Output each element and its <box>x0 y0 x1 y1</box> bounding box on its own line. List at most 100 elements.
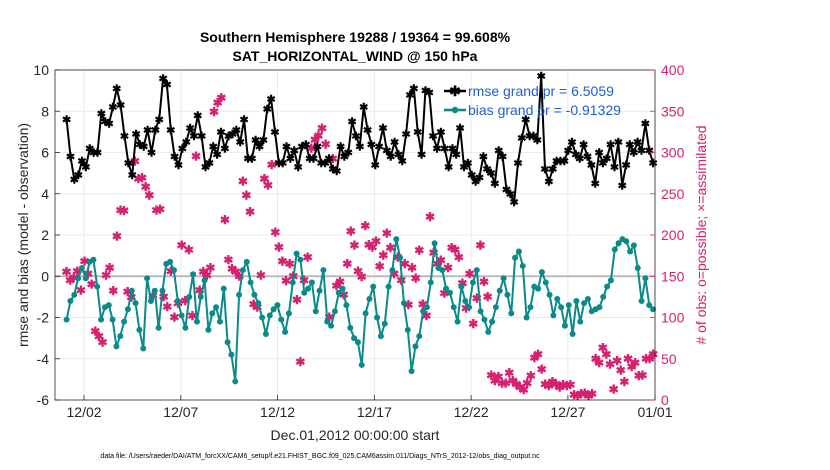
rmse-point: ✱ <box>382 145 391 157</box>
obs-assimilated-point: ✱ <box>619 375 629 389</box>
obs-assimilated-point: ✱ <box>299 273 309 287</box>
rmse-point: ✱ <box>567 137 576 149</box>
rmse-point: ✱ <box>637 145 646 157</box>
rmse-point: ✱ <box>405 90 414 102</box>
rmse-point: ✱ <box>178 143 187 155</box>
rmse-point: ✱ <box>174 160 183 172</box>
obs-assimilated-point: ✱ <box>90 325 100 339</box>
bias-point <box>239 267 246 274</box>
bias-point <box>646 302 653 309</box>
bias-point <box>197 293 204 300</box>
rmse-point: ✱ <box>571 150 580 162</box>
bias-point <box>128 287 135 294</box>
obs-assimilated-point: ✱ <box>490 374 500 388</box>
rmse-point: ✱ <box>614 137 623 149</box>
obs-assimilated-point: ✱ <box>400 257 410 271</box>
rmse-point: ✱ <box>371 160 380 172</box>
rmse-point: ✱ <box>579 139 588 151</box>
bias-point <box>584 295 591 302</box>
rmse-point: ✱ <box>309 154 318 166</box>
obs-assimilated-point: ✱ <box>472 292 482 306</box>
rmse-point: ✱ <box>301 139 310 151</box>
obs-assimilated-point: ✱ <box>198 265 208 279</box>
obs-assimilated-point: ✱ <box>605 358 615 372</box>
obs-assimilated-point: ✱ <box>360 219 370 233</box>
obs-assimilated-point: ✱ <box>587 387 597 401</box>
bias-point <box>347 324 354 331</box>
rmse-point: ✱ <box>332 166 341 178</box>
bias-point <box>167 258 174 265</box>
rmse-point: ✱ <box>633 137 642 149</box>
rmse-point: ✱ <box>525 131 534 143</box>
bias-point <box>105 302 112 309</box>
rmse-point: ✱ <box>170 152 179 164</box>
legend-bias-marker <box>451 106 459 114</box>
bias-point <box>351 335 358 342</box>
rmse-point: ✱ <box>112 84 121 96</box>
obs-assimilated-point: ✱ <box>234 269 244 283</box>
obs-assimilated-point: ✱ <box>155 202 165 216</box>
obs-assimilated-point: ✱ <box>245 205 255 219</box>
bias-point <box>604 283 611 290</box>
rmse-point: ✱ <box>182 137 191 149</box>
obs-assimilated-point: ✱ <box>637 368 647 382</box>
bias-point <box>454 318 461 325</box>
obs-assimilated-point: ✱ <box>220 213 230 227</box>
rmse-point: ✱ <box>158 73 167 85</box>
rmse-point: ✱ <box>506 189 515 201</box>
rmse-point: ✱ <box>594 148 603 160</box>
bias-point <box>550 312 557 319</box>
obs-assimilated-point: ✱ <box>364 238 374 252</box>
rmse-point: ✱ <box>502 185 511 197</box>
obs-assimilated-point: ✱ <box>256 268 266 282</box>
bias-point <box>121 318 128 325</box>
bias-point <box>370 283 377 290</box>
rmse-point: ✱ <box>560 156 569 168</box>
obs-assimilated-point: ✱ <box>627 360 637 374</box>
bias-point <box>278 316 285 323</box>
rmse-point: ✱ <box>544 176 553 188</box>
rmse-point: ✱ <box>621 160 630 172</box>
rmse-point: ✱ <box>641 119 650 131</box>
bias-point <box>109 316 116 323</box>
series-layer: ✱ ✱ ✱ ✱ ✱ ✱ ✱ ✱ ✱ ✱ ✱ ✱ ✱ ✱ ✱ ✱ ✱ ✱ ✱ ✱ ✱ ✱ ✱ ✱ ✱ ✱ ✱ ✱ ✱ ✱ ✱ ✱ ✱ ✱ ✱ ✱ ✱ ✱ ✱ ✱… <box>61 71 658 403</box>
rmse-point: ✱ <box>66 152 75 164</box>
rmse-point: ✱ <box>205 158 214 170</box>
obs-assimilated-point: ✱ <box>421 309 431 323</box>
y-tick-label-right: 350 <box>661 103 685 119</box>
rmse-point: ✱ <box>402 129 411 141</box>
obs-assimilated-point: ✱ <box>529 351 539 365</box>
obs-assimilated-point: ✱ <box>612 354 622 368</box>
x-ticks: 12/02 12/07 12/12 12/17 12/22 12/27 01/01 <box>67 395 673 420</box>
obs-assimilated-point: ✱ <box>598 341 608 355</box>
rmse-point: ✱ <box>521 115 530 127</box>
obs-assimilated-point: ✱ <box>144 188 154 202</box>
bias-point <box>420 308 427 315</box>
rmse-point: ✱ <box>564 145 573 157</box>
obs-assimilated-point: ✱ <box>641 352 651 366</box>
rmse-point: ✱ <box>486 168 495 180</box>
obs-assimilated-point: ✱ <box>249 297 259 311</box>
bias-point <box>255 300 262 307</box>
bias-point <box>381 320 388 327</box>
rmse-point: ✱ <box>108 102 117 114</box>
obs-assimilated-point: ✱ <box>191 150 201 164</box>
rmse-point: ✱ <box>239 115 248 127</box>
bias-point <box>443 285 450 292</box>
obs-assimilated-point: ✱ <box>573 389 583 403</box>
rmse-point: ✱ <box>351 131 360 143</box>
obs-assimilated-point: ✱ <box>227 262 237 276</box>
obs-assimilated-point: ✱ <box>267 158 277 172</box>
rmse-point: ✱ <box>648 158 657 170</box>
y-tick-label-left: -6 <box>37 392 50 408</box>
obs-assimilated-point: ✱ <box>130 155 140 169</box>
rmse-point: ✱ <box>475 172 484 184</box>
bias-point <box>489 318 496 325</box>
bias-point <box>170 267 177 274</box>
obs-assimilated-point: ✱ <box>367 240 377 254</box>
obs-assimilated-point: ✱ <box>97 335 107 349</box>
obs-assimilated-point: ✱ <box>346 225 356 239</box>
bias-point <box>140 345 147 352</box>
bias-point <box>508 310 515 317</box>
obs-assimilated-point: ✱ <box>378 249 388 263</box>
